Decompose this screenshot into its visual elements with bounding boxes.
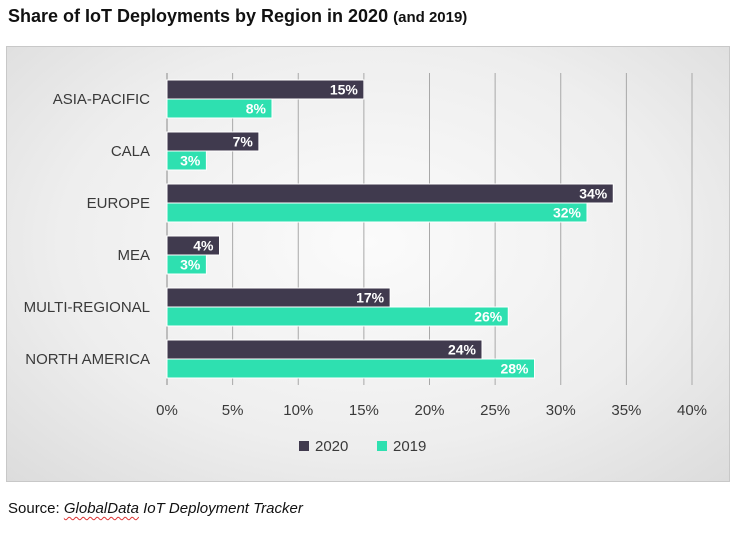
- source-prefix: Source:: [8, 500, 64, 517]
- bar-value-label: 26%: [474, 309, 503, 325]
- x-tick-label: 30%: [546, 402, 576, 419]
- source-brand: GlobalData: [63, 500, 139, 517]
- x-tick-label: 35%: [611, 402, 641, 419]
- category-label: NORTH AMERICA: [25, 351, 150, 368]
- x-tick-label: 5%: [222, 402, 244, 419]
- chart-title-sub: (and 2019): [393, 9, 468, 26]
- legend-label: 2019: [393, 438, 426, 455]
- bar-2019: [166, 254, 207, 275]
- bar-value-label: 8%: [246, 101, 267, 117]
- source-note: Source: GlobalData IoT Deployment Tracke…: [8, 500, 303, 517]
- bar-value-label: 17%: [356, 290, 385, 306]
- x-tick-label: 15%: [349, 402, 379, 419]
- chart-area: 0% 5% 10% 15% 20% 25% 30% 35% 40% ASIA-PACIFIC 15%…: [6, 46, 730, 482]
- bar-2019: [166, 150, 207, 171]
- bar-value-label: 34%: [579, 186, 608, 202]
- bar-2019: [166, 358, 535, 379]
- legend-label: 2020: [315, 438, 348, 455]
- source-rest: IoT Deployment Tracker: [138, 500, 303, 517]
- bar-value-label: 32%: [553, 205, 582, 221]
- bar-value-label: 28%: [500, 361, 529, 377]
- x-tick-label: 20%: [414, 402, 444, 419]
- bar-value-label: 4%: [193, 238, 214, 254]
- bar-value-label: 15%: [330, 82, 359, 98]
- chart-title-main: Share of IoT Deployments by Region in 20…: [8, 6, 389, 26]
- bar-chart: 0% 5% 10% 15% 20% 25% 30% 35% 40% ASIA-PACIFIC 15%…: [24, 73, 707, 455]
- bar-value-label: 24%: [448, 342, 477, 358]
- bar-2019: [166, 306, 509, 327]
- legend-swatch: [299, 441, 309, 451]
- x-tick-label: 40%: [677, 402, 707, 419]
- bar-value-label: 7%: [233, 134, 254, 150]
- legend: 2020 2019: [299, 438, 426, 455]
- legend-swatch: [377, 441, 387, 451]
- bar-value-label: 3%: [180, 153, 201, 169]
- category-label: MULTI-REGIONAL: [24, 299, 150, 316]
- category-label: CALA: [111, 143, 150, 160]
- chart-title: Share of IoT Deployments by Region in 20…: [8, 6, 467, 27]
- x-tick-label: 10%: [283, 402, 313, 419]
- bar-2020: [166, 339, 483, 360]
- category-label: EUROPE: [87, 195, 150, 212]
- category-label: ASIA-PACIFIC: [53, 91, 150, 108]
- x-tick-label: 25%: [480, 402, 510, 419]
- bar-value-label: 3%: [180, 257, 201, 273]
- bar-2019: [166, 202, 588, 223]
- bar-2020: [166, 183, 614, 204]
- x-tick-label: 0%: [156, 402, 178, 419]
- category-label: MEA: [117, 247, 150, 264]
- bar-2019: [166, 98, 273, 119]
- bar-2020: [166, 131, 260, 152]
